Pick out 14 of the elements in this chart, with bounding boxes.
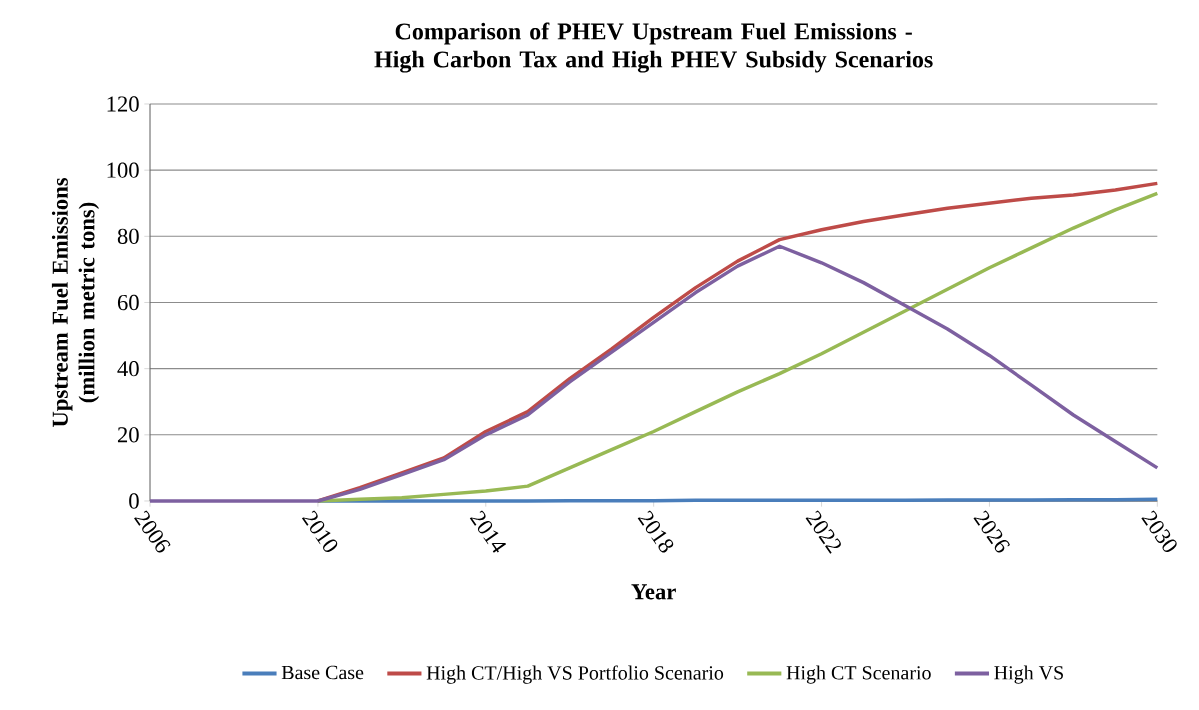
- chart-title: Comparison of PHEV Upstream Fuel Emissions - High Carbon Tax and High PHEV Subsidy Scenarios: [374, 22, 933, 73]
- legend-label: High VS: [994, 665, 1063, 684]
- x-axis-title: Year: [631, 584, 676, 600]
- legend-label: Base Case: [281, 665, 364, 680]
- legend-label: High CT/High VS Portfolio Scenario: [426, 665, 724, 684]
- y-tick-label: 40: [117, 361, 139, 377]
- y-tick-label: 120: [107, 96, 139, 112]
- y-tick-label: 80: [117, 228, 139, 244]
- y-axis-title: Upstream Fuel Emissions (million metric tons): [51, 177, 100, 428]
- legend-label: High CT Scenario: [786, 665, 931, 684]
- y-tick-label: 20: [117, 427, 139, 443]
- y-tick-label: 60: [117, 294, 139, 311]
- y-tick-label: 0: [129, 493, 139, 509]
- y-tick-label: 100: [107, 162, 139, 178]
